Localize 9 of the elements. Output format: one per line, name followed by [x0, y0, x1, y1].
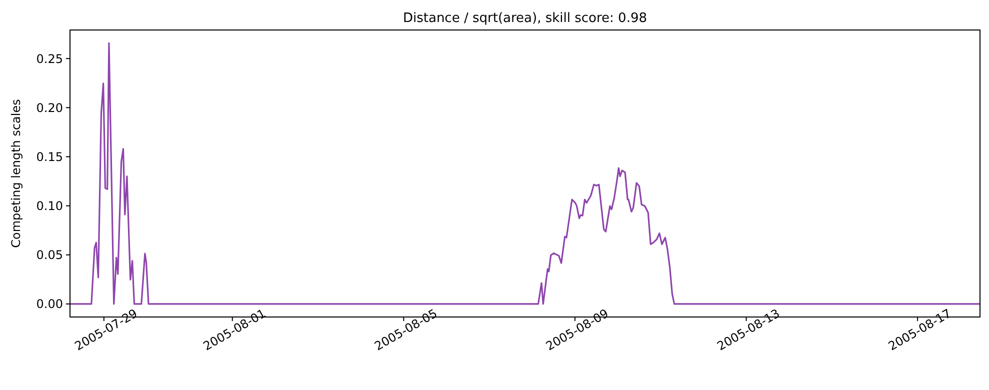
y-tick-label: 0.25	[36, 52, 63, 66]
y-tick-label: 0.00	[36, 297, 63, 312]
chart-title: Distance / sqrt(area), skill score: 0.98	[402, 11, 648, 26]
y-axis-title: Competing length scales	[9, 99, 23, 248]
y-tick-label: 0.05	[36, 248, 63, 262]
y-tick-label: 0.20	[36, 100, 63, 115]
y-tick-label: 0.15	[36, 150, 63, 164]
line-series	[70, 42, 980, 305]
y-tick-label: 0.10	[36, 198, 63, 213]
